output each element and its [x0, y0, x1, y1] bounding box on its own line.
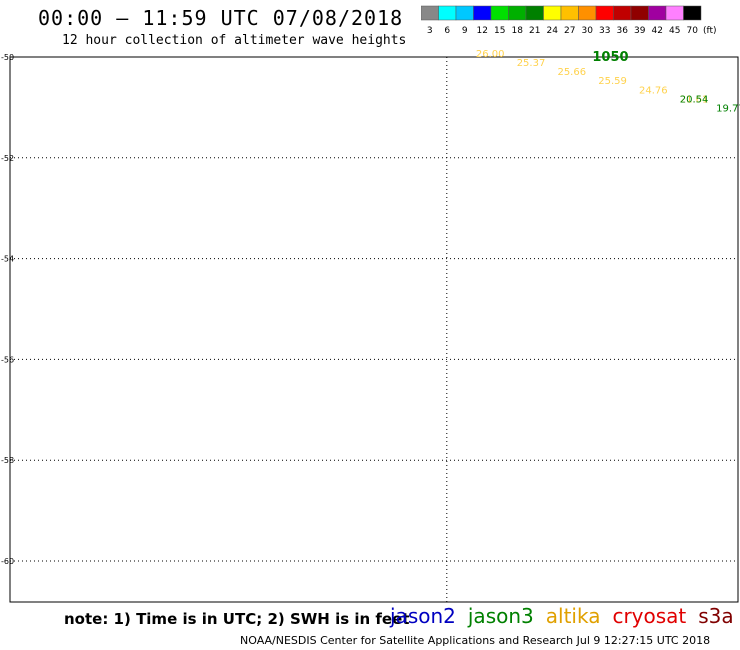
color-scale-swatch [683, 5, 702, 21]
color-scale-label: 33 [599, 26, 610, 35]
color-scale-label: 21 [529, 26, 540, 35]
color-scale-label: 45 [669, 26, 680, 35]
color-scale-label: 18 [512, 26, 524, 35]
track-label: 1050 [592, 50, 628, 65]
color-scale-label: 30 [582, 26, 594, 35]
lat-tick-label: -58 [1, 456, 14, 465]
lat-tick-label: -54 [1, 255, 14, 264]
color-scale-label: 36 [617, 26, 629, 35]
satellite-legend: jason2 jason3 altika cryosat s3a [390, 604, 740, 630]
lat-tick-label: -52 [1, 154, 14, 163]
legend-jason3: jason3 [467, 604, 534, 628]
color-scale-label: 15 [494, 26, 505, 35]
color-scale-label: 27 [564, 26, 575, 35]
wave-height-value: 25.59 [598, 76, 627, 87]
legend-jason2: jason2 [390, 604, 456, 628]
lat-tick-label: -56 [1, 355, 14, 364]
color-scale-label: 42 [652, 26, 663, 35]
color-scale-label: 3 [427, 26, 433, 35]
color-scale-label: 70 [687, 26, 699, 35]
wave-height-value: 19.77 [716, 104, 740, 115]
wave-height-color-scale: 3 6 9 12 15 18 21 24 27 30 33 36 39 42 45 70 (ft) [421, 5, 717, 35]
footer-credit: NOAA/NESDIS Center for Satellite Applica… [240, 634, 711, 647]
map-subtitle: 12 hour collection of altimeter wave hei… [62, 33, 407, 48]
map-border [9, 56, 739, 603]
color-scale-label: 39 [634, 26, 646, 35]
color-scale-unit: (ft) [703, 26, 717, 35]
wave-height-value: 26.00 [476, 49, 505, 60]
map-frame: 150153156159162165-50-52-54-56-58-60 [1, 53, 739, 603]
legend-cryosat: cryosat [612, 604, 687, 628]
wave-height-value: 25.66 [557, 67, 586, 78]
lat-tick-label: -60 [1, 557, 14, 566]
color-scale-label: 9 [462, 26, 468, 35]
color-scale-label: 6 [444, 26, 450, 35]
color-scale-label: 12 [477, 26, 488, 35]
wave-height-value: 24.76 [639, 85, 668, 96]
altimeter-map: 150153156159162165-50-52-54-56-58-6026.0… [1, 49, 740, 603]
legend-s3a: s3a [698, 604, 734, 628]
wave-height-value: 25.37 [517, 58, 546, 69]
map-title: 00:00 – 11:59 UTC 07/08/2018 [38, 6, 404, 30]
wave-height-value: 21.61 [680, 94, 709, 105]
lat-tick-label: -50 [1, 53, 14, 62]
wave-height-value: 20.54 [680, 94, 709, 105]
legend-altika: altika [545, 604, 601, 628]
color-scale-label: 24 [547, 26, 559, 35]
footer-note: note: 1) Time is in UTC; 2) SWH is in fe… [64, 610, 410, 628]
